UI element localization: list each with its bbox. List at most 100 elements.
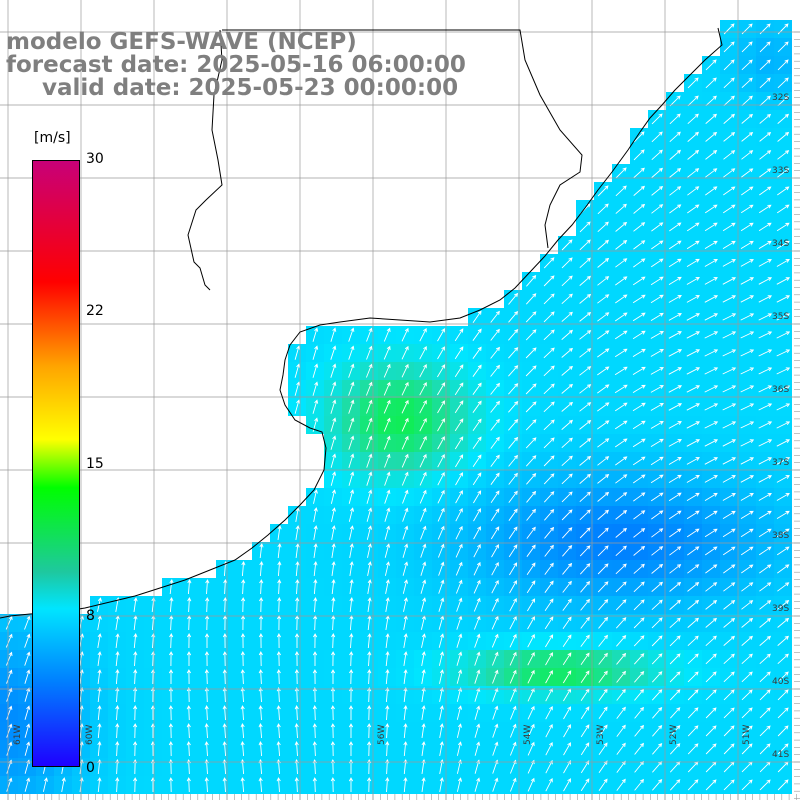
wind-arrow bbox=[366, 327, 373, 342]
wind-arrow bbox=[668, 331, 682, 339]
wind-arrow bbox=[544, 598, 554, 612]
wind-arrow bbox=[632, 276, 646, 286]
wind-arrow bbox=[545, 705, 553, 720]
wind-arrow bbox=[419, 489, 427, 504]
wind-arrow bbox=[367, 723, 372, 739]
wind-arrow bbox=[97, 651, 102, 666]
wind-arrow bbox=[561, 347, 574, 358]
wind-arrow bbox=[525, 347, 537, 359]
wind-arrow bbox=[598, 634, 608, 647]
wind-arrow bbox=[544, 562, 554, 575]
wind-arrow bbox=[758, 475, 773, 483]
wind-arrow bbox=[615, 599, 627, 611]
wind-arrow bbox=[168, 723, 173, 739]
wind-arrow bbox=[367, 561, 372, 576]
wind-arrow bbox=[777, 113, 790, 124]
wind-arrow bbox=[294, 669, 299, 685]
wind-arrow bbox=[652, 742, 663, 755]
wind-arrow bbox=[616, 634, 627, 647]
wind-arrow bbox=[704, 439, 719, 447]
wind-arrow bbox=[776, 528, 790, 538]
wind-arrow bbox=[759, 689, 771, 701]
wind-arrow bbox=[704, 222, 718, 232]
wind-arrow bbox=[669, 581, 682, 592]
wind-arrow bbox=[616, 724, 626, 737]
wind-arrow bbox=[508, 310, 519, 323]
wind-arrow bbox=[632, 474, 646, 484]
wind-arrow bbox=[723, 707, 735, 719]
wind-arrow bbox=[544, 509, 555, 521]
wind-arrow bbox=[561, 257, 573, 269]
wind-arrow bbox=[580, 634, 590, 647]
wind-arrow bbox=[223, 579, 228, 595]
wind-arrow bbox=[616, 670, 626, 683]
wind-arrow bbox=[741, 725, 753, 737]
wind-arrow bbox=[722, 222, 736, 232]
wind-arrow bbox=[543, 275, 555, 287]
wind-arrow bbox=[687, 168, 700, 178]
wind-arrow bbox=[365, 363, 373, 378]
wind-arrow bbox=[439, 723, 444, 738]
colorbar-tick-22: 22 bbox=[86, 303, 104, 319]
wind-arrow bbox=[579, 312, 592, 322]
wind-arrow bbox=[722, 204, 736, 214]
wind-arrow bbox=[597, 527, 609, 539]
wind-arrow bbox=[330, 399, 337, 414]
wind-arrow bbox=[777, 653, 789, 665]
wind-arrow bbox=[240, 777, 245, 793]
wind-arrow bbox=[115, 705, 120, 721]
wind-arrow bbox=[633, 581, 645, 593]
wind-arrow bbox=[508, 401, 519, 413]
wind-arrow bbox=[669, 689, 681, 701]
wind-arrow bbox=[295, 597, 300, 613]
wind-arrow bbox=[367, 777, 372, 793]
wind-arrow bbox=[579, 239, 591, 251]
wind-arrow bbox=[633, 258, 646, 268]
wind-arrow bbox=[777, 779, 789, 791]
wind-arrow bbox=[597, 563, 609, 575]
wind-arrow bbox=[508, 490, 518, 503]
wind-arrow bbox=[97, 741, 102, 757]
wind-arrow bbox=[758, 457, 773, 465]
wind-arrow bbox=[597, 221, 609, 233]
wind-arrow bbox=[491, 544, 499, 558]
wind-arrow bbox=[276, 705, 281, 721]
wind-arrow bbox=[455, 561, 463, 576]
wind-arrow bbox=[491, 615, 499, 630]
wind-arrow bbox=[669, 528, 682, 538]
wind-arrow bbox=[759, 582, 772, 592]
wind-arrow bbox=[740, 421, 755, 429]
wind-arrow bbox=[776, 259, 790, 267]
wind-arrow bbox=[758, 510, 772, 519]
wind-arrow bbox=[455, 472, 463, 486]
wind-arrow bbox=[331, 597, 336, 613]
wind-arrow bbox=[776, 385, 791, 393]
wind-arrow bbox=[741, 689, 753, 701]
wind-arrow bbox=[579, 384, 592, 394]
wind-arrow bbox=[704, 240, 718, 249]
wind-arrow bbox=[777, 743, 789, 755]
wind-arrow bbox=[490, 328, 500, 341]
wind-arrow bbox=[632, 438, 646, 448]
wind-arrow bbox=[330, 363, 337, 378]
wind-arrow bbox=[525, 329, 537, 341]
wind-arrow bbox=[632, 456, 646, 466]
wind-arrow bbox=[704, 295, 719, 303]
wind-arrow bbox=[438, 579, 445, 594]
wind-arrow bbox=[687, 77, 699, 89]
wind-arrow bbox=[402, 489, 409, 504]
wind-arrow bbox=[456, 633, 463, 648]
wind-arrow bbox=[294, 777, 299, 793]
wind-arrow bbox=[722, 295, 737, 303]
wind-arrow bbox=[758, 367, 773, 375]
wind-arrow bbox=[205, 597, 210, 613]
wind-arrow bbox=[222, 741, 227, 757]
wind-arrow bbox=[525, 293, 537, 305]
wind-arrow bbox=[616, 652, 627, 665]
wind-arrow bbox=[133, 651, 138, 667]
wind-arrow bbox=[222, 777, 227, 793]
wind-arrow bbox=[722, 403, 737, 411]
wind-arrow bbox=[776, 277, 791, 285]
wind-arrow bbox=[615, 221, 628, 232]
wind-arrow bbox=[330, 471, 337, 486]
